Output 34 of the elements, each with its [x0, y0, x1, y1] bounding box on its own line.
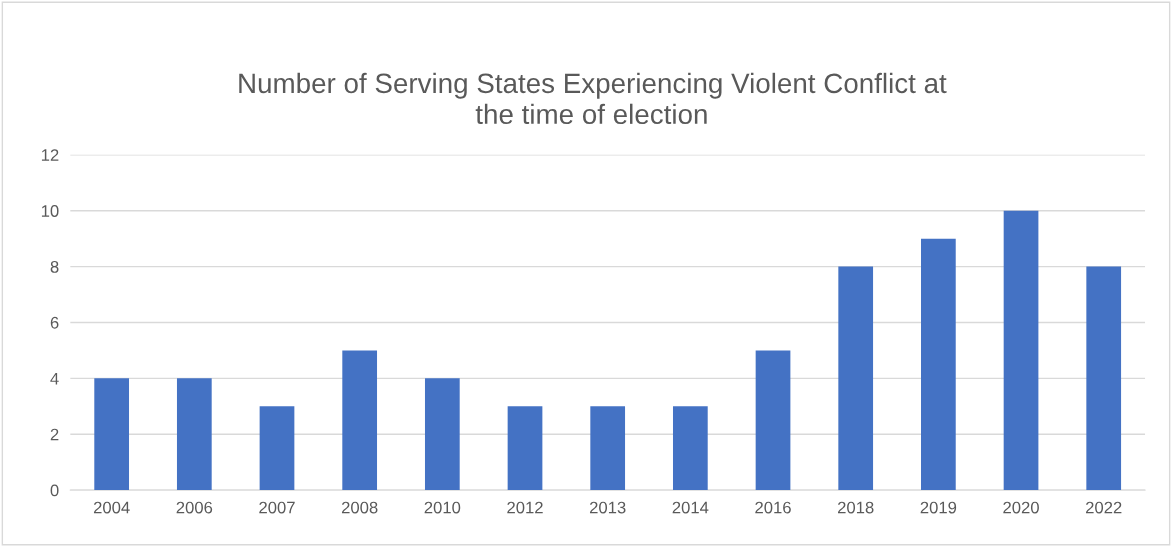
y-tick-label: 10 — [41, 205, 59, 217]
x-tick-label: 2010 — [424, 501, 461, 514]
x-tick-label: 2013 — [589, 501, 626, 514]
x-tick-label: 2007 — [259, 501, 295, 514]
bar — [176, 378, 212, 491]
x-tick-label: 2018 — [838, 501, 874, 514]
y-tick-label: 8 — [50, 260, 59, 273]
x-tick-label: 2012 — [507, 501, 543, 514]
x-tick-label: 2016 — [755, 501, 791, 514]
bar — [424, 378, 460, 491]
x-tick-label: 2022 — [1086, 501, 1122, 514]
bar — [507, 406, 543, 491]
chart-title: Number of Serving States Experiencing Violent Conflict at the time of election — [239, 72, 947, 125]
bar — [672, 406, 708, 491]
y-tick-label: 12 — [41, 149, 59, 161]
bar — [838, 266, 874, 491]
bar — [94, 378, 130, 491]
bar — [259, 406, 295, 491]
bar — [1003, 210, 1039, 491]
x-tick-label: 2008 — [341, 501, 378, 514]
y-tick-label: 4 — [50, 372, 59, 385]
bar — [755, 350, 791, 491]
bar — [921, 238, 956, 491]
bar — [1086, 266, 1122, 491]
x-tick-label: 2006 — [176, 501, 213, 514]
y-tick-label: 0 — [50, 484, 59, 497]
x-tick-label: 2020 — [1003, 501, 1039, 514]
x-tick-label: 2004 — [93, 501, 130, 514]
x-tick-label: 2019 — [920, 501, 957, 514]
y-tick-label: 2 — [50, 428, 59, 441]
y-tick-label: 6 — [50, 316, 59, 329]
x-tick-label: 2014 — [672, 501, 709, 514]
bar — [342, 350, 378, 491]
bar — [590, 406, 626, 491]
